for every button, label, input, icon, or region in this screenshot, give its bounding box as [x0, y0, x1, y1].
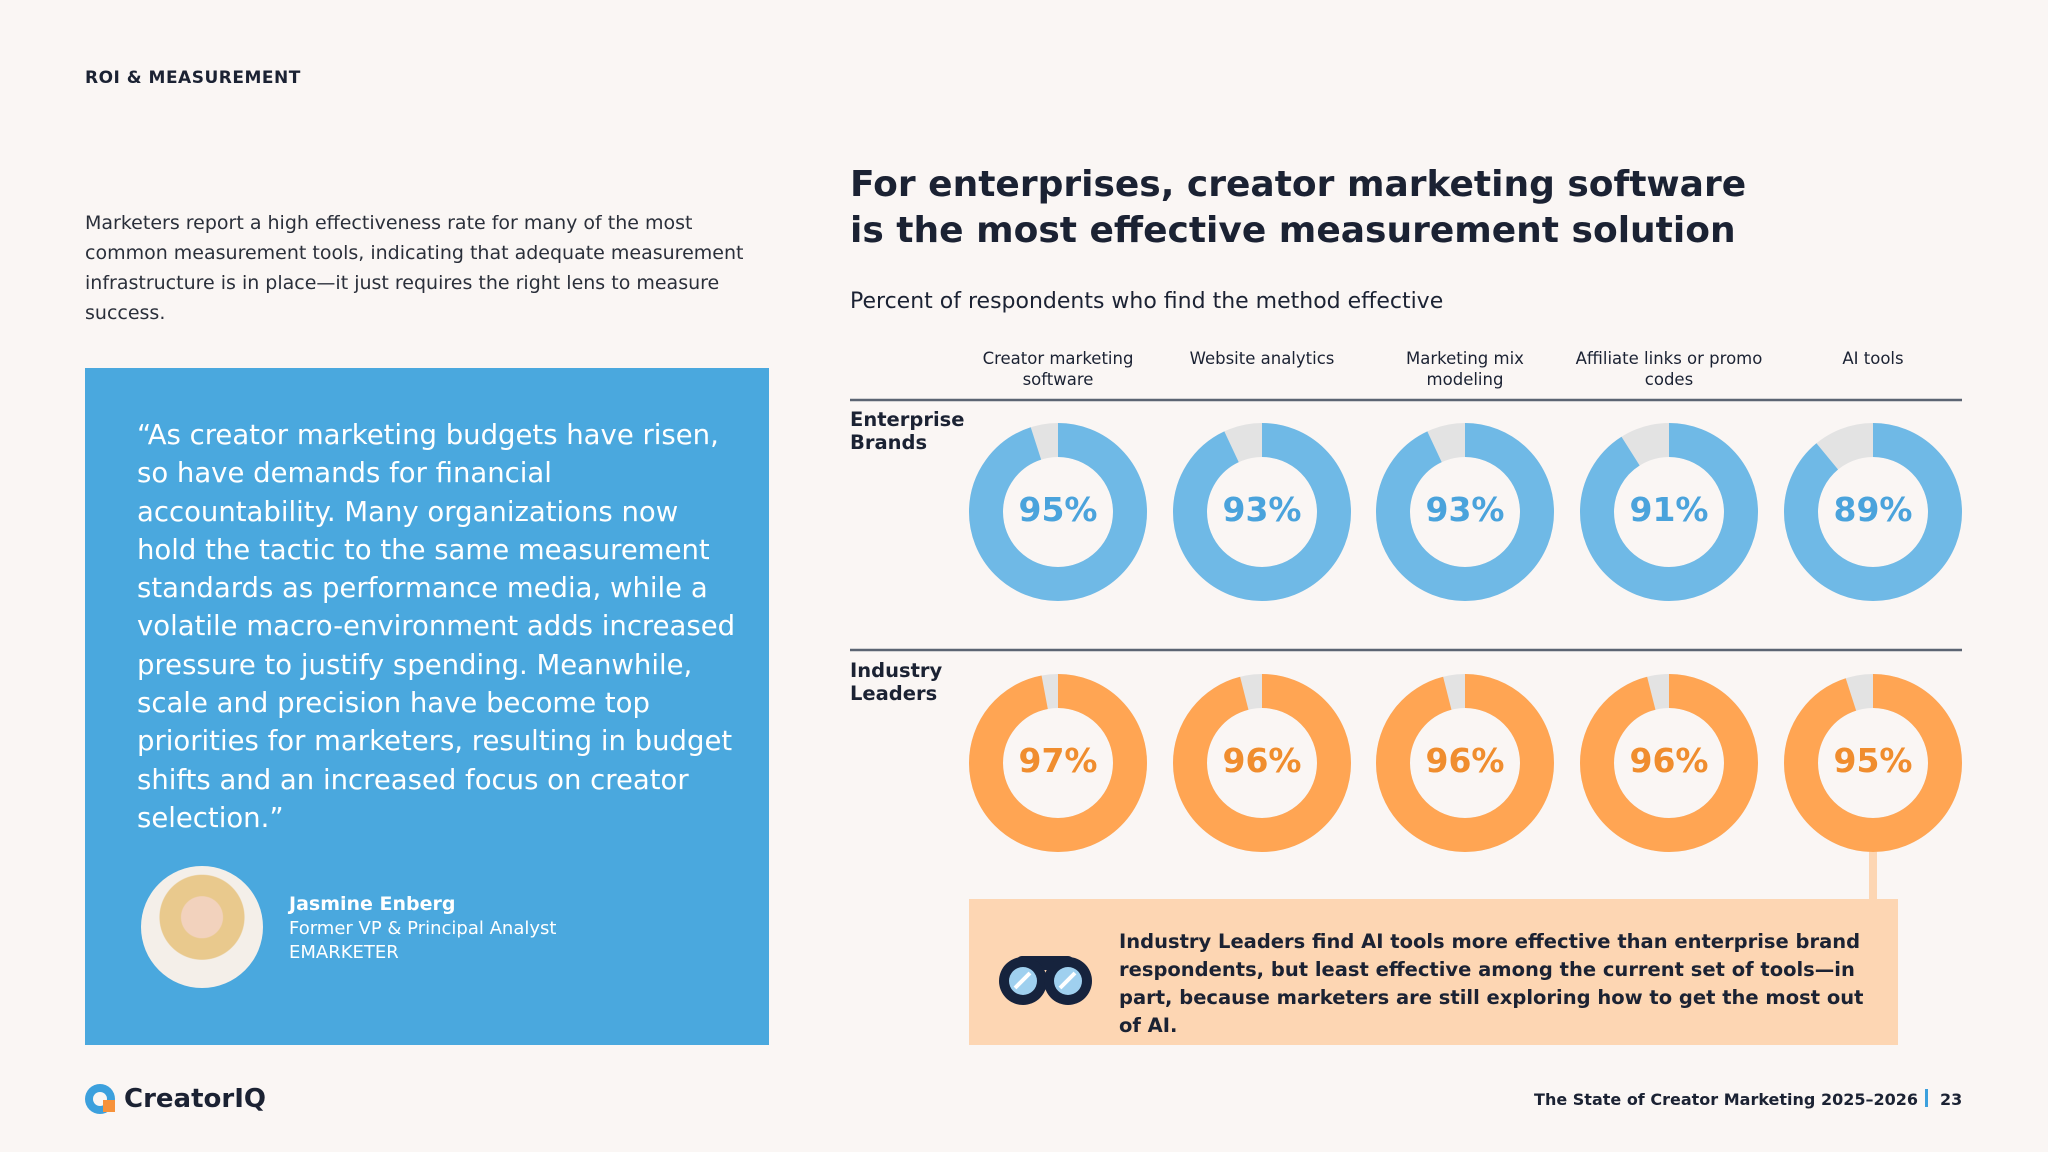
quote-role: Former VP & Principal Analyst	[289, 918, 557, 939]
logo-icon	[85, 1084, 115, 1114]
value-label: 97%	[1018, 741, 1098, 780]
donut-arc	[1580, 674, 1758, 852]
callout-box	[969, 899, 1898, 1045]
category-label: Affiliate links or promo codes	[1575, 349, 1763, 389]
footer-separator	[1925, 1089, 1928, 1107]
value-label: 95%	[1833, 741, 1913, 780]
donut-arc	[1784, 423, 1962, 601]
value-label: 93%	[1222, 490, 1302, 529]
page-number: 23	[1940, 1090, 1963, 1109]
section-label: ROI & MEASUREMENT	[85, 68, 301, 88]
value-label: 93%	[1425, 490, 1505, 529]
value-label: 96%	[1222, 741, 1302, 780]
value-label: 95%	[1018, 490, 1098, 529]
donut-arc	[1580, 423, 1758, 601]
chart-title: For enterprises, creator marketing softw…	[850, 164, 1747, 251]
category-label: Marketing mix modeling	[1406, 349, 1524, 389]
category-label: Website analytics	[1189, 349, 1335, 368]
donut-arc	[1784, 674, 1962, 852]
logo-text: CreatorIQ	[124, 1084, 266, 1114]
value-label: 96%	[1425, 741, 1505, 780]
category-label: AI tools	[1842, 349, 1904, 368]
callout-body: Industry Leaders find AI tools more effe…	[1119, 930, 1861, 1009]
donut-arc	[1173, 674, 1351, 852]
quote-name: Jasmine Enberg	[289, 893, 456, 915]
callout-text: Industry Leaders find AI tools more effe…	[1119, 928, 1879, 1040]
value-label: 91%	[1629, 490, 1709, 529]
intro-text: Marketers report a high effectiveness ra…	[85, 212, 744, 324]
chart-subtitle: Percent of respondents who find the meth…	[850, 289, 1444, 314]
donut-arc	[1173, 423, 1351, 601]
donut-arc	[1376, 674, 1554, 852]
value-label: 89%	[1833, 490, 1913, 529]
row-label: Industry Leaders	[850, 659, 943, 705]
publication: The State of Creator Marketing 2025–2026	[1534, 1090, 1918, 1109]
portrait	[141, 866, 263, 988]
donut-arc	[1376, 423, 1554, 601]
donut-arc	[969, 674, 1147, 852]
callout-emphasis: marketers are still exploring how to get…	[1119, 986, 1864, 1037]
category-label: Creator marketing software	[982, 349, 1134, 389]
row-label: Enterprise Brands	[850, 408, 965, 454]
value-label: 96%	[1629, 741, 1709, 780]
quote-org: EMARKETER	[289, 942, 399, 963]
donut-arc	[969, 423, 1147, 601]
quote-text: “As creator marketing budgets have risen…	[137, 419, 736, 834]
